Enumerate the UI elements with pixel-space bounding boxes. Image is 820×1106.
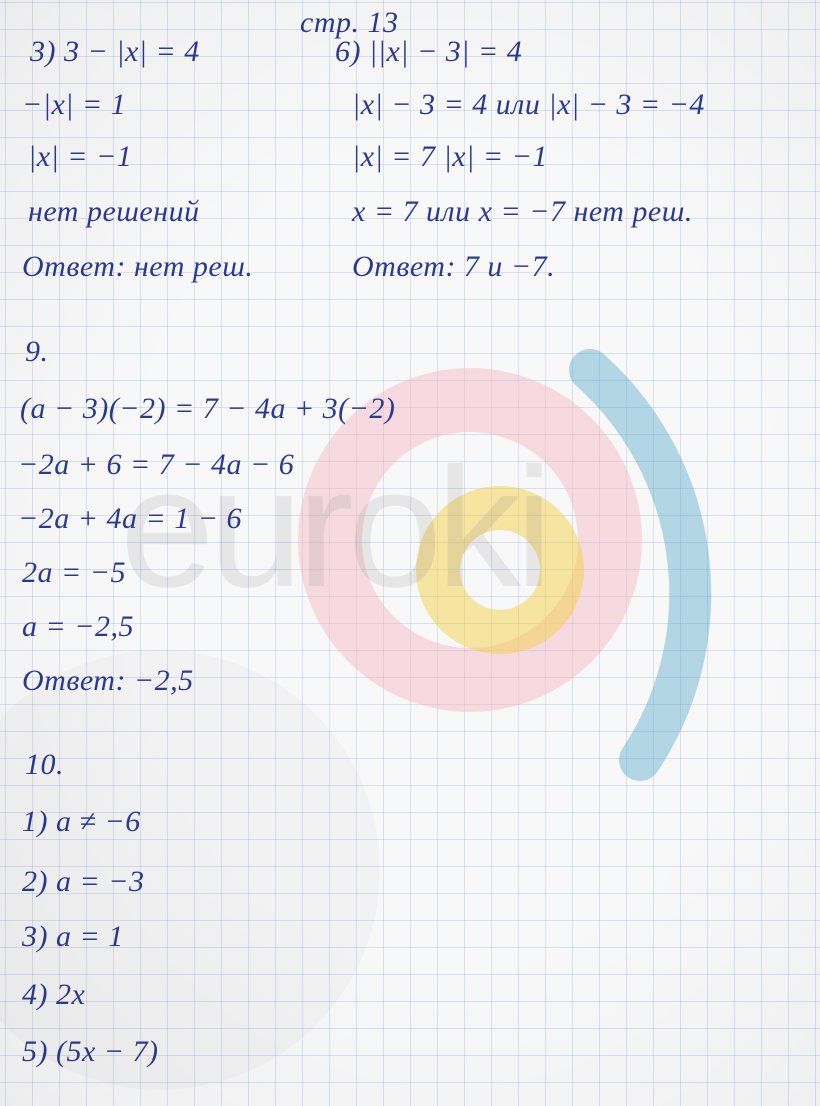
p9-label: 9. — [25, 335, 49, 369]
p10-item5: 5) (5x − 7) — [22, 1035, 159, 1069]
p3-line2: −|x| = 1 — [22, 88, 126, 122]
p10-item1: 1) a ≠ −6 — [22, 805, 141, 839]
p10-item2: 2) a = −3 — [22, 865, 144, 899]
p9-line4: 2a = −5 — [22, 556, 126, 590]
p9-line6: Ответ: −2,5 — [22, 664, 194, 698]
p3-line1: 3) 3 − |x| = 4 — [30, 35, 200, 69]
p9-line2: −2a + 6 = 7 − 4a − 6 — [18, 448, 294, 482]
p6-eq1: ||x| − 3| = 4 — [369, 35, 522, 68]
p6-label: 6) — [335, 35, 361, 68]
p6-line1: 6) ||x| − 3| = 4 — [335, 35, 522, 69]
p6-line4: x = 7 или x = −7 нет реш. — [352, 195, 693, 229]
p3-line5: Ответ: нет реш. — [22, 250, 253, 284]
p3-eq1: 3 − |x| = 4 — [64, 35, 200, 68]
p3-line4: нет решений — [28, 195, 200, 229]
p9-line5: a = −2,5 — [22, 610, 134, 644]
p10-label: 10. — [25, 748, 64, 782]
p10-item3: 3) a = 1 — [22, 920, 124, 954]
p6-line5: Ответ: 7 и −7. — [352, 250, 555, 284]
p6-line3: |x| = 7 |x| = −1 — [352, 140, 548, 174]
p9-line3: −2a + 4a = 1 − 6 — [18, 502, 242, 536]
p9-line1: (a − 3)(−2) = 7 − 4a + 3(−2) — [20, 392, 395, 426]
p3-line3: |x| = −1 — [28, 140, 132, 174]
p6-line2: |x| − 3 = 4 или |x| − 3 = −4 — [352, 88, 705, 122]
p10-item4: 4) 2x — [22, 978, 85, 1012]
p3-label: 3) — [30, 35, 56, 68]
